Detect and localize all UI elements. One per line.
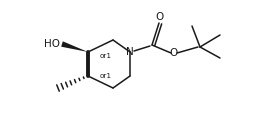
Text: or1: or1 bbox=[100, 73, 112, 79]
Text: N: N bbox=[126, 47, 134, 57]
Text: O: O bbox=[155, 12, 163, 22]
Text: or1: or1 bbox=[100, 53, 112, 59]
Text: O: O bbox=[170, 48, 178, 58]
Text: HO: HO bbox=[44, 39, 60, 49]
Polygon shape bbox=[61, 41, 88, 52]
